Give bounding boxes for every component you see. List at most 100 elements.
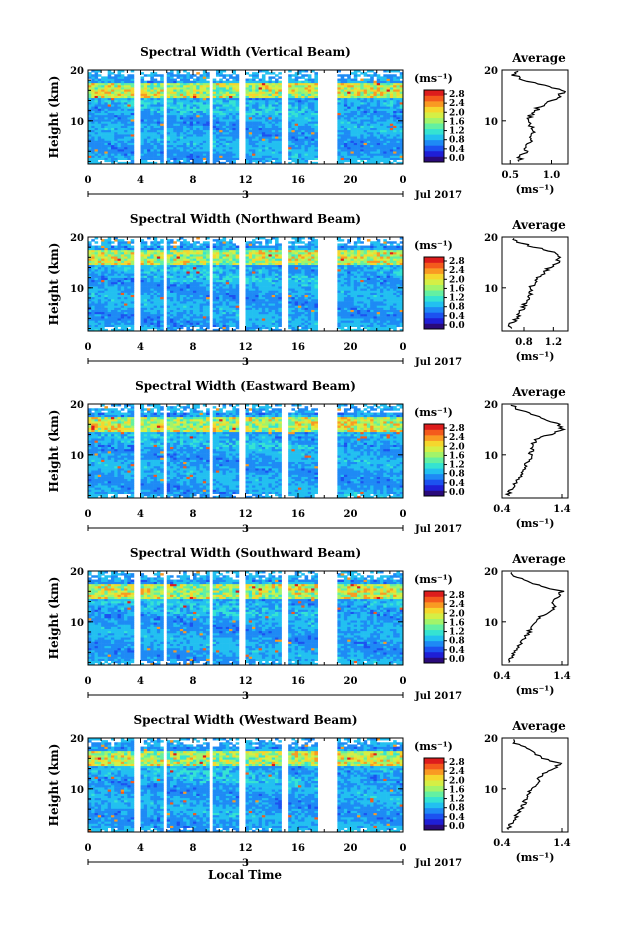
- heatmap-cell: [199, 104, 204, 107]
- heatmap-cell: [114, 99, 118, 103]
- heatmap-cell: [340, 76, 345, 79]
- heatmap-cell: [370, 97, 374, 101]
- heatmap-cell: [370, 161, 374, 165]
- heatmap-cell: [235, 74, 240, 77]
- heatmap-cell: [353, 136, 358, 139]
- heatmap-cell: [107, 251, 112, 255]
- heatmap-cell: [153, 82, 158, 86]
- heatmap-cell: [337, 146, 341, 150]
- heatmap-cell: [268, 153, 273, 156]
- heatmap-cell: [212, 245, 217, 248]
- heatmap-cell: [294, 129, 299, 133]
- heatmap-cell: [176, 95, 181, 99]
- heatmap-cell: [376, 136, 381, 139]
- heatmap-cell: [255, 131, 259, 135]
- heatmap-cell: [245, 149, 250, 152]
- heatmap-cell: [222, 108, 227, 111]
- heatmap-cell: [166, 110, 171, 114]
- heatmap-cell: [101, 281, 105, 285]
- heatmap-cell: [314, 140, 318, 143]
- heatmap-cell: [193, 294, 197, 298]
- heatmap-cell: [202, 84, 207, 88]
- heatmap-cell: [222, 82, 227, 86]
- heatmap-cell: [271, 153, 276, 156]
- heatmap-cell: [179, 309, 184, 313]
- heatmap-cell: [160, 144, 164, 148]
- heatmap-cell: [153, 245, 158, 248]
- heatmap-cell: [179, 284, 184, 287]
- heatmap-cell: [186, 131, 191, 135]
- heatmap-cell: [255, 72, 259, 75]
- heatmap-cell: [94, 108, 99, 111]
- heatmap-cell: [143, 281, 148, 285]
- heatmap-cell: [130, 254, 135, 257]
- heatmap-cell: [140, 273, 145, 276]
- heatmap-cell: [235, 106, 240, 109]
- heatmap-cell: [193, 251, 197, 255]
- heatmap-cell: [343, 144, 348, 148]
- heatmap-cell: [183, 294, 187, 298]
- heatmap-cell: [124, 106, 128, 109]
- heatmap-cell: [94, 290, 99, 293]
- heatmap-cell: [153, 275, 158, 278]
- heatmap-cell: [160, 114, 164, 118]
- heatmap-cell: [311, 125, 315, 128]
- heatmap-cell: [265, 134, 269, 137]
- heatmap-cell: [222, 106, 227, 109]
- heatmap-cell: [255, 104, 259, 107]
- heatmap-cell: [147, 138, 151, 141]
- heatmap-cell: [97, 245, 102, 248]
- heatmap-cell: [350, 84, 355, 88]
- heatmap-cell: [222, 136, 227, 139]
- heatmap-cell: [124, 290, 128, 293]
- heatmap-cell: [166, 322, 171, 325]
- heatmap-cell: [166, 309, 171, 313]
- heatmap-cell: [252, 121, 256, 124]
- heatmap-cell: [179, 108, 184, 111]
- heatmap-cell: [215, 142, 220, 146]
- heatmap-cell: [170, 80, 174, 84]
- heatmap-cell: [202, 119, 207, 122]
- heatmap-cell: [265, 82, 269, 86]
- heatmap-cell: [275, 161, 279, 165]
- heatmap-cell: [173, 138, 177, 141]
- heatmap-cell: [156, 311, 161, 315]
- heatmap-cell: [271, 87, 276, 90]
- heatmap-cell: [179, 84, 184, 88]
- heatmap-cell: [350, 93, 355, 96]
- heatmap-cell: [271, 104, 276, 107]
- heatmap-cell: [124, 296, 128, 300]
- heatmap-cell: [307, 149, 312, 152]
- heatmap-cell: [107, 138, 112, 141]
- heatmap-cell: [127, 290, 131, 293]
- heatmap-cell: [275, 104, 279, 107]
- heatmap-cell: [235, 140, 240, 143]
- heatmap-cell: [340, 157, 345, 161]
- heatmap-cell: [304, 114, 309, 118]
- heatmap-cell: [124, 117, 128, 120]
- heatmap-cell: [124, 76, 128, 79]
- heatmap-cell: [147, 153, 151, 156]
- heatmap-cell: [183, 146, 187, 150]
- heatmap-cell: [147, 279, 151, 283]
- heatmap-cell: [219, 108, 223, 111]
- heatmap-cell: [212, 119, 217, 122]
- heatmap-cell: [124, 131, 128, 135]
- heatmap-cell: [94, 99, 99, 103]
- heatmap-cell: [117, 298, 122, 302]
- heatmap-cell: [170, 74, 174, 77]
- heatmap-cell: [176, 119, 181, 122]
- heatmap-cell: [212, 273, 217, 276]
- heatmap-cell: [219, 146, 223, 150]
- heatmap-cell: [376, 146, 381, 150]
- heatmap-cell: [176, 269, 181, 272]
- heatmap-cell: [104, 239, 108, 242]
- colorbar-swatch: [424, 101, 444, 107]
- heatmap-cell: [114, 136, 118, 139]
- heatmap-cell: [304, 82, 309, 86]
- heatmap-cell: [176, 89, 181, 92]
- heatmap-cell: [383, 127, 387, 131]
- heatmap-cell: [94, 307, 99, 310]
- heatmap-cell: [110, 129, 115, 133]
- heatmap-cell: [370, 91, 374, 94]
